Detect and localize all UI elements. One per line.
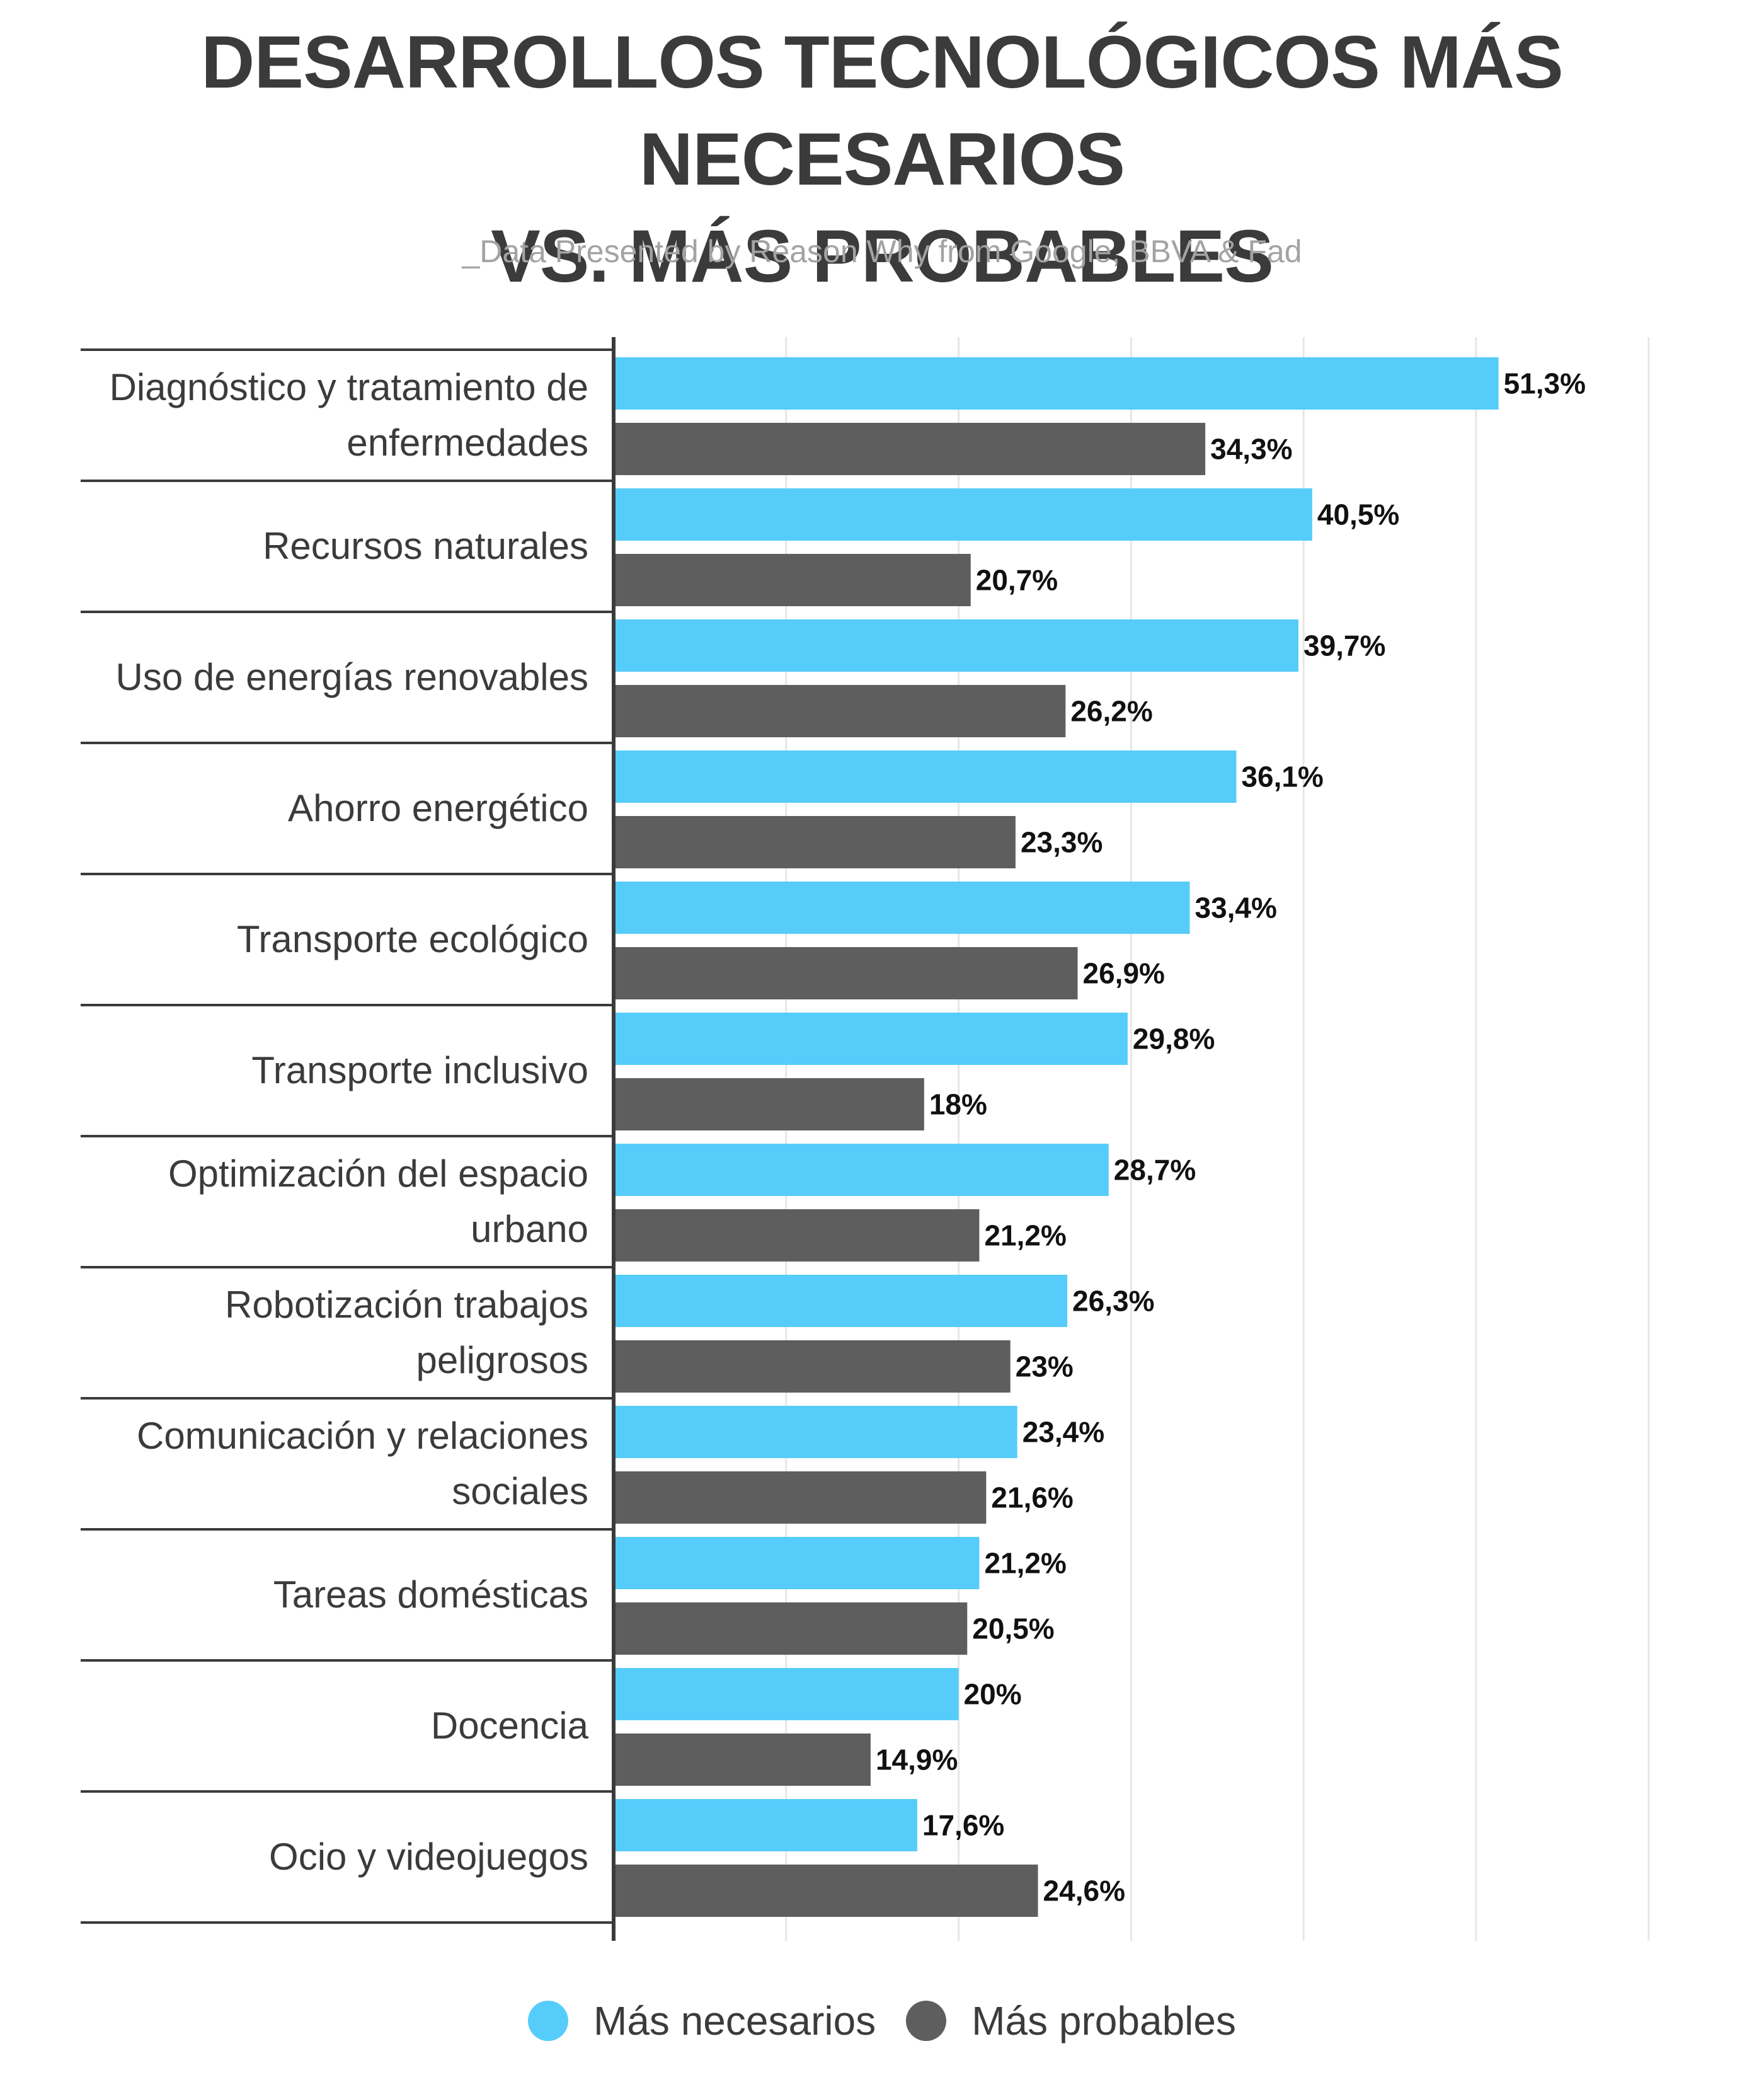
- bar-1-3: [614, 816, 1016, 868]
- bar-1-5: [614, 1078, 924, 1130]
- bar-0-7: [614, 1275, 1068, 1327]
- category-label-7-line-1: peligrosos: [416, 1339, 589, 1381]
- legend-label-mas-probables: Más probables: [971, 1998, 1236, 2044]
- category-label-6-line-1: urbano: [471, 1208, 588, 1250]
- legend-swatch-mas-probables: [906, 2001, 947, 2041]
- chart-title: DESARROLLOS TECNOLÓGICOS MÁS NECESARIOS …: [0, 14, 1764, 305]
- category-label-8-line-1: sociales: [452, 1470, 588, 1512]
- data-label-0-8: 23,4%: [1022, 1416, 1104, 1449]
- bar-0-6: [614, 1144, 1109, 1196]
- category-label-8-line-0: Comunicación y relaciones: [137, 1415, 588, 1457]
- category-label-5-line-0: Transporte inclusivo: [251, 1049, 588, 1091]
- legend-label-mas-necesarios: Más necesarios: [593, 1998, 876, 2044]
- category-label-1-line-0: Recursos naturales: [263, 525, 588, 567]
- category-label-6-line-0: Optimización del espacio: [168, 1153, 588, 1195]
- bar-1-9: [614, 1602, 968, 1655]
- data-label-1-6: 21,2%: [984, 1219, 1066, 1252]
- data-label-1-1: 20,7%: [976, 564, 1058, 597]
- data-label-1-4: 26,9%: [1083, 957, 1165, 990]
- bar-0-8: [614, 1406, 1017, 1458]
- data-label-0-1: 40,5%: [1317, 498, 1399, 531]
- bar-0-3: [614, 750, 1237, 803]
- chart-title-line-2: VS. MÁS PROBABLES: [491, 215, 1274, 298]
- category-label-9-line-0: Tareas domésticas: [273, 1573, 588, 1616]
- bar-1-7: [614, 1340, 1011, 1393]
- chart-legend: Más necesarios Más probables: [0, 1998, 1764, 2044]
- bar-0-2: [614, 619, 1298, 672]
- data-label-1-2: 26,2%: [1070, 695, 1152, 728]
- data-label-0-7: 26,3%: [1072, 1285, 1154, 1318]
- data-label-0-5: 29,8%: [1133, 1023, 1215, 1055]
- data-label-0-4: 33,4%: [1194, 892, 1276, 924]
- bar-0-10: [614, 1668, 959, 1720]
- bar-0-9: [614, 1537, 980, 1589]
- bar-chart: Diagnóstico y tratamiento de enfermedades…: [81, 337, 1650, 1941]
- data-label-0-10: 20%: [964, 1678, 1022, 1711]
- category-label-3-line-0: Ahorro energético: [288, 787, 588, 829]
- category-label-11-line-0: Ocio y videojuegos: [269, 1836, 588, 1878]
- category-label-7-line-0: Robotización trabajos: [225, 1284, 588, 1326]
- data-label-0-6: 28,7%: [1114, 1154, 1196, 1187]
- data-label-1-5: 18%: [929, 1088, 987, 1121]
- bar-0-0: [614, 357, 1499, 410]
- data-label-0-9: 21,2%: [984, 1547, 1066, 1580]
- bar-0-4: [614, 882, 1190, 934]
- bar-1-0: [614, 423, 1206, 475]
- data-label-0-11: 17,6%: [922, 1809, 1004, 1842]
- bar-0-11: [614, 1799, 917, 1851]
- category-label-4-line-0: Transporte ecológico: [237, 918, 588, 960]
- data-label-1-0: 34,3%: [1210, 433, 1292, 466]
- data-label-1-3: 23,3%: [1021, 826, 1102, 859]
- category-label-2-line-0: Uso de energías renovables: [116, 656, 588, 698]
- data-label-0-2: 39,7%: [1303, 630, 1385, 662]
- bar-1-6: [614, 1209, 980, 1262]
- chart-subtitle: _Data Presented by Reason Why from Googl…: [462, 234, 1302, 269]
- chart-title-line-1: DESARROLLOS TECNOLÓGICOS MÁS NECESARIOS: [201, 21, 1564, 201]
- bar-1-4: [614, 947, 1078, 999]
- bar-0-5: [614, 1013, 1128, 1065]
- category-label-0-line-0: Diagnóstico y tratamiento de: [110, 366, 588, 408]
- bar-0-1: [614, 488, 1312, 541]
- category-label-0-line-1: enfermedades: [346, 422, 588, 464]
- data-label-0-3: 36,1%: [1241, 761, 1323, 793]
- data-label-0-0: 51,3%: [1504, 367, 1586, 400]
- bar-1-11: [614, 1865, 1038, 1917]
- legend-swatch-mas-necesarios: [528, 2001, 569, 2041]
- bar-1-1: [614, 554, 971, 606]
- data-label-1-9: 20,5%: [972, 1613, 1054, 1645]
- data-label-1-7: 23%: [1016, 1350, 1074, 1383]
- data-label-1-10: 14,9%: [876, 1744, 958, 1776]
- category-label-10-line-0: Docencia: [431, 1705, 589, 1747]
- data-label-1-8: 21,6%: [991, 1481, 1073, 1514]
- data-label-1-11: 24,6%: [1043, 1875, 1125, 1907]
- legend-item-mas-probables: Más probables: [906, 1998, 1236, 2044]
- legend-item-mas-necesarios: Más necesarios: [528, 1998, 876, 2044]
- bar-1-10: [614, 1733, 871, 1786]
- bar-1-2: [614, 685, 1066, 737]
- bar-1-8: [614, 1471, 987, 1524]
